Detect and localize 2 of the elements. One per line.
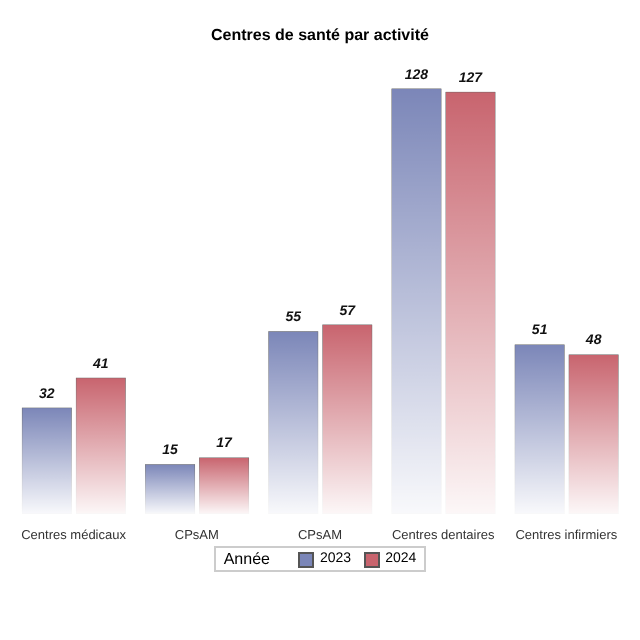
legend-title: Année <box>223 550 270 568</box>
chart-title: Centres de santé par activité <box>209 24 431 44</box>
